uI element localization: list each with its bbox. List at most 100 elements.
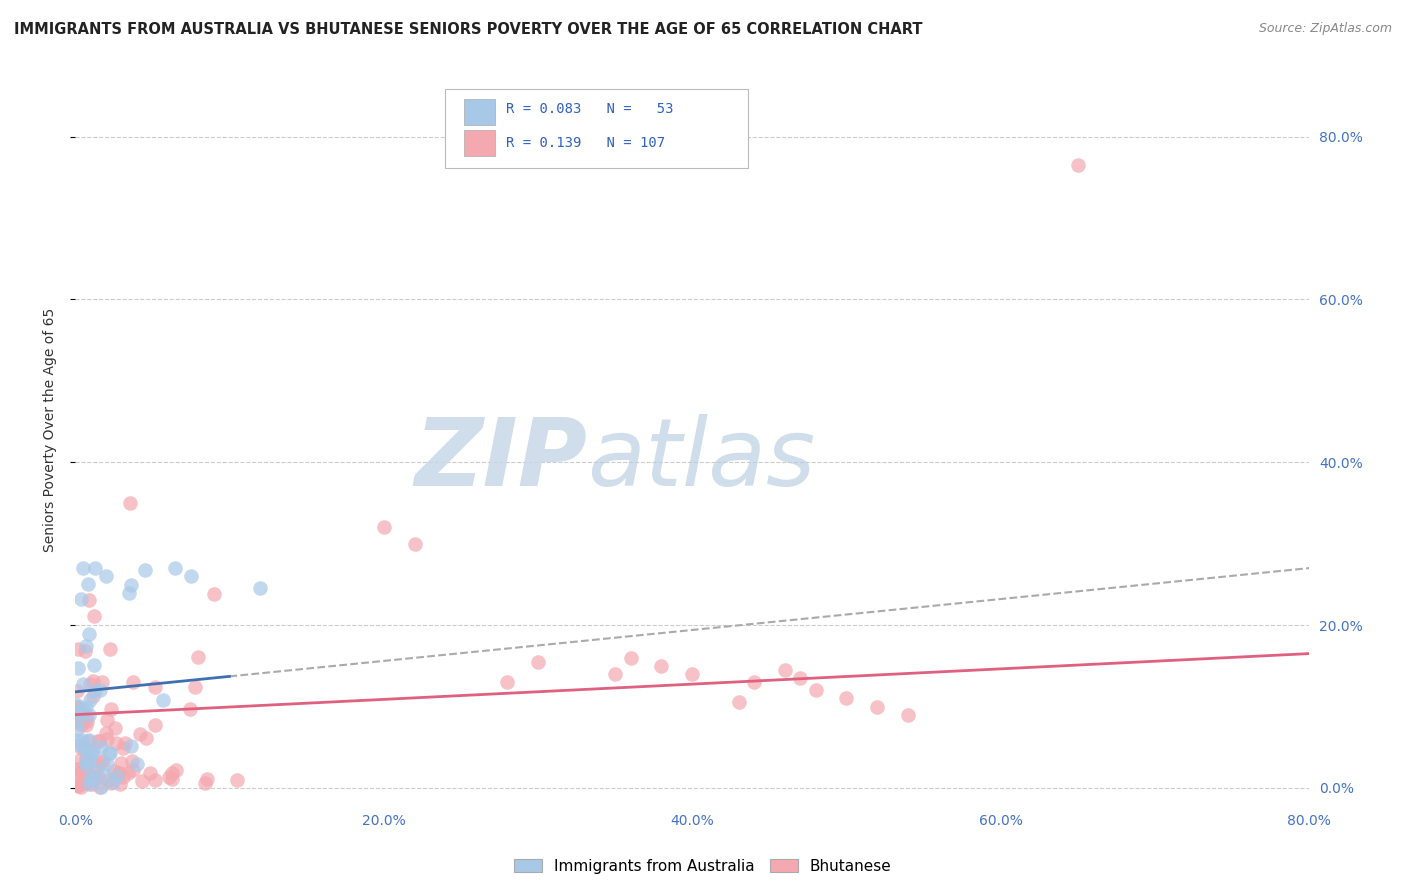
Text: atlas: atlas: [588, 414, 815, 505]
Point: [105, 769, 128, 783]
Point: [69, 709, 91, 723]
Point: [603, 667, 626, 681]
Point: [121, 755, 143, 769]
Point: [804, 683, 827, 698]
Point: [67, 779, 90, 793]
Point: [897, 707, 920, 722]
Point: [80, 772, 103, 786]
Point: [165, 561, 187, 575]
Point: [143, 680, 166, 694]
Point: [143, 772, 166, 787]
Point: [97, 772, 120, 787]
Point: [76, 577, 98, 591]
Point: [90, 780, 112, 794]
Point: [94, 569, 117, 583]
Point: [75, 752, 97, 766]
Y-axis label: Seniors Poverty Over the Age of 65: Seniors Poverty Over the Age of 65: [44, 308, 58, 552]
Point: [83, 658, 105, 673]
Point: [69, 753, 91, 767]
Point: [69, 706, 91, 720]
Point: [72, 703, 94, 717]
Point: [114, 736, 136, 750]
Point: [90, 755, 112, 769]
Point: [79, 756, 101, 770]
Point: [742, 675, 765, 690]
Point: [75, 754, 97, 768]
Point: [131, 774, 153, 789]
Point: [100, 776, 122, 790]
Point: [67, 642, 90, 657]
Point: [619, 650, 641, 665]
Point: [112, 740, 135, 755]
Point: [82, 777, 104, 791]
Point: [87, 769, 110, 783]
Point: [134, 563, 156, 577]
Point: [66, 698, 89, 713]
Point: [1067, 158, 1090, 172]
Point: [77, 626, 100, 640]
Point: [77, 732, 100, 747]
Point: [75, 740, 97, 755]
Point: [80, 772, 103, 786]
Point: [127, 756, 149, 771]
Point: [404, 536, 426, 550]
Text: Source: ZipAtlas.com: Source: ZipAtlas.com: [1258, 22, 1392, 36]
Point: [67, 778, 90, 792]
Point: [152, 693, 174, 707]
Point: [82, 674, 104, 689]
Point: [226, 773, 249, 788]
Point: [80, 746, 103, 760]
Point: [70, 740, 93, 755]
Point: [89, 682, 111, 697]
Point: [98, 746, 121, 760]
Point: [79, 692, 101, 706]
Point: [86, 764, 108, 778]
Point: [66, 779, 89, 793]
Point: [75, 700, 97, 714]
Point: [202, 587, 225, 601]
Point: [87, 733, 110, 747]
FancyBboxPatch shape: [446, 89, 748, 168]
Point: [66, 763, 89, 777]
Point: [77, 593, 100, 607]
Point: [73, 772, 96, 787]
Point: [83, 609, 105, 624]
Point: [66, 715, 89, 730]
Point: [650, 658, 672, 673]
Point: [121, 763, 143, 777]
Point: [70, 718, 93, 732]
Point: [120, 496, 142, 510]
Point: [82, 745, 104, 759]
Point: [105, 736, 128, 750]
Point: [82, 689, 104, 703]
Point: [96, 731, 118, 746]
Point: [249, 582, 271, 596]
Point: [100, 702, 122, 716]
Point: [84, 770, 107, 784]
Point: [75, 718, 97, 732]
Point: [527, 655, 550, 669]
Point: [75, 775, 97, 789]
Point: [80, 770, 103, 784]
Point: [69, 738, 91, 752]
Point: [82, 772, 104, 786]
Point: [117, 766, 139, 780]
Point: [773, 663, 796, 677]
Point: [108, 766, 131, 780]
Point: [789, 671, 811, 685]
Point: [98, 746, 121, 760]
Point: [835, 691, 858, 706]
Point: [67, 661, 90, 675]
Point: [135, 731, 157, 746]
Bar: [464, 99, 495, 125]
Text: R = 0.083   N =   53: R = 0.083 N = 53: [506, 102, 673, 116]
Point: [681, 667, 703, 681]
Point: [94, 768, 117, 782]
Point: [496, 675, 519, 690]
Point: [76, 733, 98, 747]
Point: [139, 765, 162, 780]
Text: IMMIGRANTS FROM AUSTRALIA VS BHUTANESE SENIORS POVERTY OVER THE AGE OF 65 CORREL: IMMIGRANTS FROM AUSTRALIA VS BHUTANESE S…: [14, 22, 922, 37]
Point: [75, 710, 97, 724]
Point: [159, 770, 181, 784]
Point: [160, 772, 183, 786]
